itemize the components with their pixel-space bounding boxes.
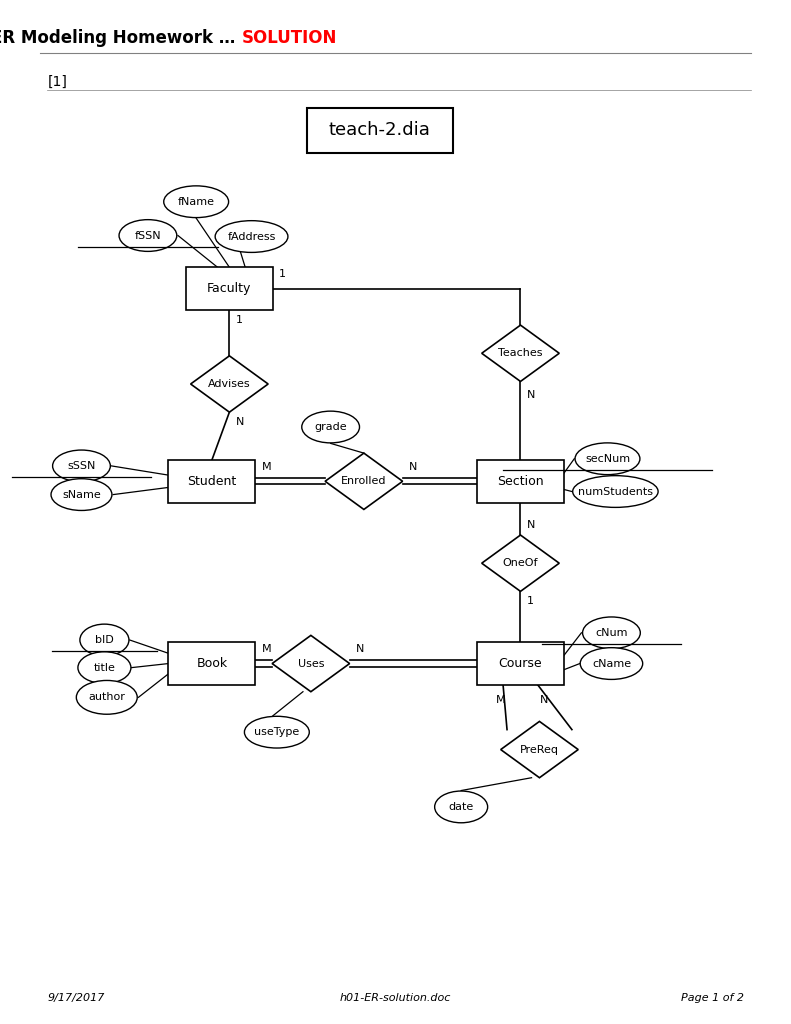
Ellipse shape	[80, 624, 129, 656]
Text: ER Modeling Homework …: ER Modeling Homework …	[0, 29, 241, 47]
Text: Section: Section	[498, 475, 543, 487]
Text: bID: bID	[95, 635, 114, 645]
Text: N: N	[409, 462, 418, 472]
Text: grade: grade	[314, 422, 347, 432]
Ellipse shape	[582, 616, 641, 649]
Polygon shape	[191, 356, 268, 412]
Text: fAddress: fAddress	[227, 231, 276, 242]
Ellipse shape	[575, 442, 640, 474]
Text: 1: 1	[279, 268, 286, 279]
Ellipse shape	[78, 652, 131, 684]
Polygon shape	[325, 453, 403, 509]
Text: [1]: [1]	[47, 75, 67, 89]
Ellipse shape	[301, 412, 359, 442]
Polygon shape	[482, 326, 559, 381]
Polygon shape	[272, 635, 350, 692]
Text: N: N	[540, 695, 548, 706]
Text: h01-ER-solution.doc: h01-ER-solution.doc	[340, 993, 451, 1004]
Text: PreReq: PreReq	[520, 744, 559, 755]
Ellipse shape	[119, 220, 177, 251]
FancyBboxPatch shape	[186, 267, 273, 310]
Ellipse shape	[244, 717, 309, 748]
Text: OneOf: OneOf	[503, 558, 538, 568]
Text: 1: 1	[236, 315, 243, 326]
Text: Course: Course	[498, 657, 543, 670]
Ellipse shape	[164, 186, 229, 217]
FancyBboxPatch shape	[477, 642, 564, 685]
Text: Advises: Advises	[208, 379, 251, 389]
Text: M: M	[262, 644, 271, 654]
Text: N: N	[236, 418, 244, 427]
FancyBboxPatch shape	[307, 108, 453, 153]
Text: useType: useType	[254, 727, 300, 737]
Ellipse shape	[77, 680, 138, 715]
Text: fName: fName	[178, 197, 214, 207]
Ellipse shape	[581, 648, 643, 680]
Text: Student: Student	[187, 475, 237, 487]
Text: numStudents: numStudents	[578, 486, 653, 497]
Text: Book: Book	[196, 657, 228, 670]
Text: Teaches: Teaches	[498, 348, 543, 358]
Polygon shape	[482, 535, 559, 592]
Text: title: title	[93, 663, 115, 673]
Text: M: M	[496, 695, 505, 706]
Ellipse shape	[573, 475, 658, 507]
Text: N: N	[527, 389, 536, 399]
Text: Enrolled: Enrolled	[341, 476, 387, 486]
Ellipse shape	[435, 791, 487, 823]
Text: teach-2.dia: teach-2.dia	[329, 121, 430, 139]
Text: 9/17/2017: 9/17/2017	[47, 993, 105, 1004]
Text: SOLUTION: SOLUTION	[241, 29, 337, 47]
Polygon shape	[501, 721, 578, 778]
Text: 1: 1	[527, 596, 534, 606]
Text: sName: sName	[62, 489, 100, 500]
Text: date: date	[448, 802, 474, 812]
Text: Uses: Uses	[297, 658, 324, 669]
FancyBboxPatch shape	[477, 460, 564, 503]
Text: cName: cName	[592, 658, 631, 669]
Text: M: M	[262, 462, 271, 472]
Ellipse shape	[51, 479, 112, 510]
Ellipse shape	[52, 451, 111, 481]
Text: cNum: cNum	[595, 628, 628, 638]
Text: Page 1 of 2: Page 1 of 2	[680, 993, 744, 1004]
FancyBboxPatch shape	[168, 460, 255, 503]
Text: N: N	[527, 520, 536, 530]
Text: fSSN: fSSN	[134, 230, 161, 241]
Text: N: N	[356, 644, 365, 654]
Ellipse shape	[215, 221, 288, 252]
FancyBboxPatch shape	[168, 642, 255, 685]
Text: sSSN: sSSN	[67, 461, 96, 471]
Text: secNum: secNum	[585, 454, 630, 464]
Text: Faculty: Faculty	[207, 283, 252, 295]
Text: author: author	[89, 692, 125, 702]
